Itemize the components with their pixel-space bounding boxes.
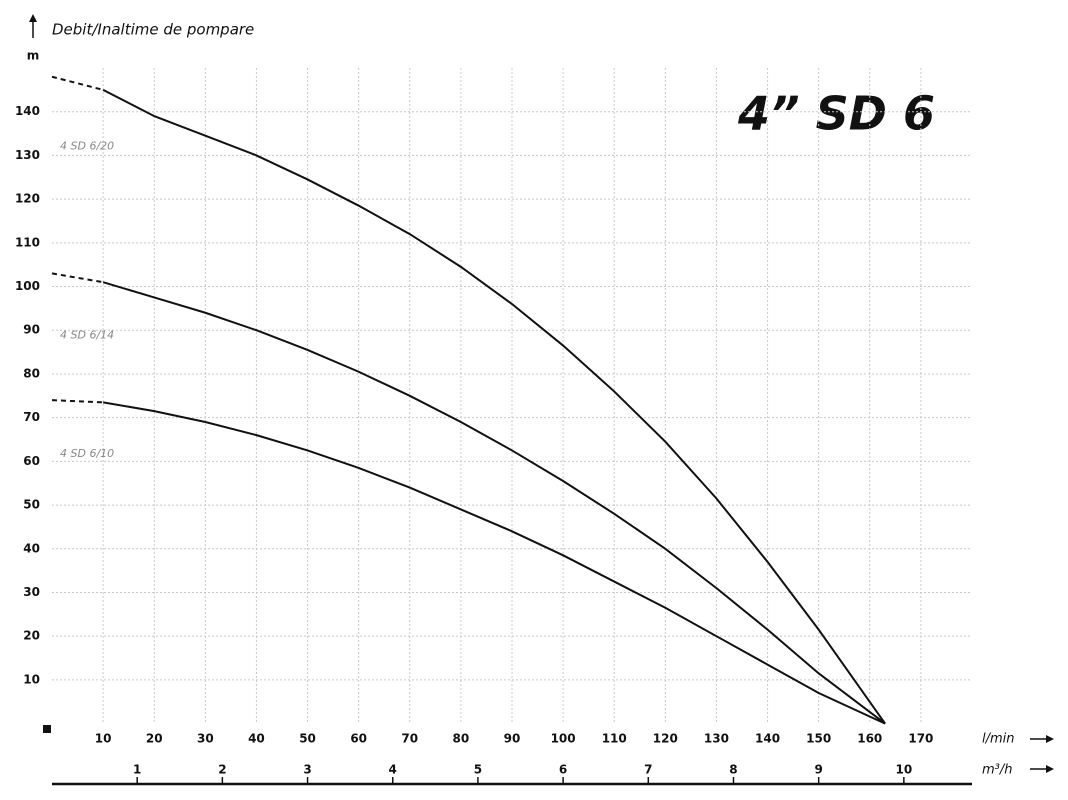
x2-tick-label: 2 [218, 763, 226, 777]
curve [102, 401, 886, 725]
x-tick-label: 170 [908, 732, 933, 746]
curve [102, 88, 886, 725]
series-label: 4 SD 6/20 [60, 140, 114, 153]
x2-tick-label: 3 [303, 763, 311, 777]
y-tick-label: 90 [23, 323, 40, 337]
series-label: 4 SD 6/10 [60, 447, 114, 460]
x2-tick-label: 7 [644, 763, 652, 777]
y-tick-label: 100 [15, 279, 40, 293]
x2-tick-label: 1 [133, 763, 141, 777]
x-tick-label: 60 [350, 732, 367, 746]
x-tick-label: 130 [704, 732, 729, 746]
x2-unit: m³/h [982, 763, 1013, 778]
y-tick-label: 30 [23, 585, 40, 599]
y-tick-label: 60 [23, 454, 40, 468]
curve [51, 75, 104, 91]
x-tick-label: 110 [602, 732, 627, 746]
arrow-head [29, 14, 37, 22]
x2-tick-label: 10 [896, 763, 913, 777]
arrow-head [1046, 735, 1054, 743]
y-tick-label: 10 [23, 672, 40, 686]
y-tick-label: 110 [15, 235, 40, 249]
y-tick-label: 20 [23, 629, 40, 643]
x2-tick-label: 6 [559, 763, 567, 777]
x-tick-label: 90 [504, 732, 521, 746]
x-tick-label: 150 [806, 732, 831, 746]
chart-title: 4” SD 6 [737, 87, 935, 141]
y-tick-label: 130 [15, 148, 40, 162]
x-tick-label: 10 [95, 732, 112, 746]
y-tick-label: 140 [15, 104, 40, 118]
y-unit: m [27, 49, 40, 63]
curve [51, 399, 104, 404]
x-tick-label: 120 [653, 732, 678, 746]
x2-tick-label: 9 [814, 763, 822, 777]
x-tick-label: 30 [197, 732, 214, 746]
origin-marker [43, 725, 51, 733]
x-tick-label: 140 [755, 732, 780, 746]
y-tick-label: 50 [23, 498, 40, 512]
curve [51, 272, 104, 284]
x-tick-label: 100 [551, 732, 576, 746]
y-axis-title: Debit/Inaltime de pompare [52, 21, 254, 39]
series-label: 4 SD 6/14 [60, 328, 114, 341]
x2-tick-label: 8 [729, 763, 737, 777]
x-tick-label: 40 [248, 732, 265, 746]
x-tick-label: 160 [857, 732, 882, 746]
y-tick-label: 80 [23, 366, 40, 380]
y-tick-label: 70 [23, 410, 40, 424]
arrow-head [1046, 765, 1054, 773]
y-tick-label: 120 [15, 192, 40, 206]
x-unit: l/min [982, 732, 1015, 747]
x-tick-label: 80 [453, 732, 470, 746]
x-tick-label: 70 [401, 732, 418, 746]
x-tick-label: 50 [299, 732, 316, 746]
x2-tick-label: 5 [474, 763, 482, 777]
x-tick-label: 20 [146, 732, 163, 746]
y-tick-label: 40 [23, 541, 40, 555]
x2-tick-label: 4 [389, 763, 397, 777]
curve [102, 281, 886, 725]
